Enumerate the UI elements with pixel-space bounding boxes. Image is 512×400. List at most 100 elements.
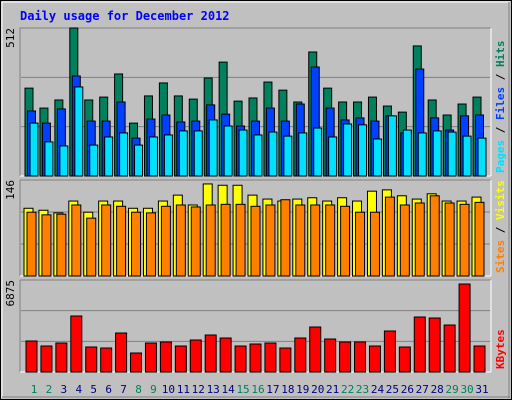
x-tick-label: 13	[207, 383, 220, 396]
bar	[220, 203, 231, 277]
bar	[428, 317, 441, 373]
bar	[265, 204, 276, 277]
bar	[163, 134, 173, 177]
bar	[70, 315, 83, 373]
bar	[324, 338, 337, 373]
bar	[131, 211, 142, 277]
bar	[40, 345, 53, 373]
x-tick-label: 22	[341, 383, 354, 396]
x-tick-label: 16	[251, 383, 264, 396]
bar	[358, 124, 368, 177]
x-tick-label: 15	[236, 383, 249, 396]
bar	[447, 131, 457, 177]
bar	[398, 346, 411, 373]
bar	[458, 283, 471, 373]
bar	[174, 345, 187, 373]
bar	[175, 204, 186, 277]
bar	[298, 132, 308, 177]
bar	[383, 330, 396, 373]
bar	[178, 130, 188, 177]
bar	[145, 212, 156, 277]
x-tick-label: 21	[326, 383, 339, 396]
legend-separator: /	[494, 67, 507, 87]
bar	[116, 205, 127, 277]
x-tick-label: 9	[150, 383, 157, 396]
bar	[413, 316, 426, 373]
x-tick-label: 29	[446, 383, 459, 396]
bar	[134, 144, 144, 177]
bar	[119, 132, 129, 177]
x-tick-label: 20	[311, 383, 324, 396]
bar	[372, 138, 382, 177]
x-tick-label: 10	[162, 383, 175, 396]
x-tick-label: 18	[281, 383, 294, 396]
x-tick-label: 5	[90, 383, 97, 396]
x-tick-label: 31	[475, 383, 488, 396]
bar	[55, 342, 68, 373]
bar	[295, 204, 306, 277]
x-tick-label: 14	[222, 383, 236, 396]
bar	[313, 127, 323, 177]
bar	[432, 130, 442, 177]
bar	[85, 346, 98, 373]
bar	[204, 334, 217, 373]
y-tick-label: 146	[4, 180, 17, 200]
y-tick-label: 6875	[4, 280, 17, 307]
bar	[310, 204, 321, 277]
x-tick-label: 17	[266, 383, 279, 396]
bar	[159, 341, 172, 373]
legend-entry: Hits	[494, 41, 507, 68]
bar	[44, 141, 54, 177]
bar	[250, 205, 261, 277]
x-tick-label: 30	[460, 383, 473, 396]
bar	[462, 135, 472, 177]
bar	[71, 204, 82, 277]
bar	[417, 132, 427, 177]
bar	[474, 201, 485, 277]
bar	[148, 136, 158, 177]
bar	[101, 204, 112, 277]
bar	[343, 123, 353, 177]
bar	[399, 204, 410, 277]
x-tick-label: 11	[177, 383, 190, 396]
bar	[74, 86, 84, 177]
legend: KBytes	[494, 329, 507, 369]
bar	[459, 203, 470, 277]
x-tick-label: 4	[75, 383, 82, 396]
bar	[354, 341, 367, 373]
x-tick-label: 6	[105, 383, 112, 396]
legend-entry: Visits	[494, 180, 507, 220]
bar	[283, 135, 293, 177]
bar	[340, 205, 351, 277]
legend-separator: /	[494, 120, 507, 140]
bar	[384, 196, 395, 277]
bar	[144, 342, 157, 373]
bar	[328, 136, 338, 177]
bar	[115, 332, 128, 373]
bar	[25, 340, 38, 373]
bar	[355, 211, 366, 277]
x-tick-label: 23	[356, 383, 369, 396]
bar	[238, 129, 248, 177]
bar	[208, 119, 218, 177]
bar	[219, 337, 232, 373]
legend: Sites / Visits	[494, 180, 507, 273]
x-tick-label: 8	[135, 383, 142, 396]
x-tick-label: 24	[371, 383, 385, 396]
x-tick-label: 12	[192, 383, 205, 396]
bar	[86, 217, 97, 277]
bar	[160, 205, 171, 277]
legend: Pages / Files / Hits	[494, 41, 507, 174]
legend-entry: Files	[494, 87, 507, 120]
bar	[325, 204, 336, 277]
bar	[294, 337, 307, 373]
bar	[26, 211, 37, 277]
bar	[443, 324, 456, 373]
bar	[339, 341, 352, 373]
bar	[249, 343, 262, 373]
bar	[268, 131, 278, 177]
y-tick-label: 512	[4, 28, 17, 48]
bar	[193, 130, 203, 177]
x-tick-label: 7	[120, 383, 127, 396]
